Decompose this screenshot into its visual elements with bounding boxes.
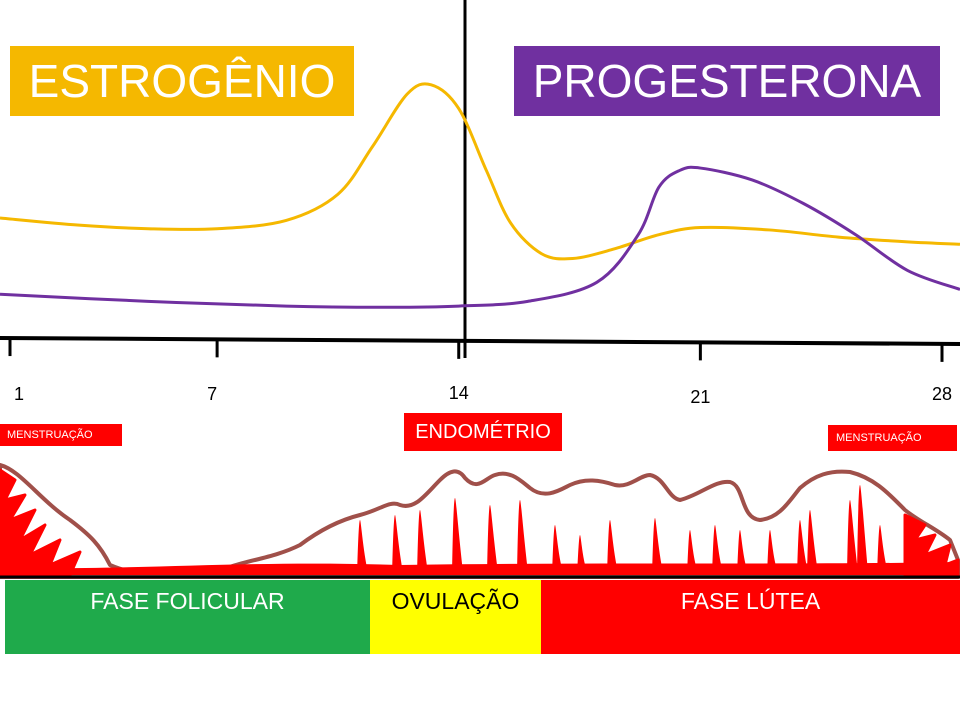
estrogen-curve [0,82,960,261]
endometrium-gland [797,520,808,575]
menstruation-label-right: MENSTRUAÇÃO [828,425,957,451]
x-tick-label: 21 [690,387,711,407]
phase-follicular: FASE FOLICULAR [5,580,370,654]
endometrium-gland [847,500,858,575]
endometrium-gland [357,520,368,575]
x-tick-label: 28 [932,384,953,404]
endometrium-base [0,562,958,575]
endometrium-gland [607,520,618,575]
endometrium-gland [877,525,888,575]
phase-ovulation: OVULAÇÃO [370,580,541,654]
progesterone-curve [0,165,960,309]
endometrium-label: ENDOMÉTRIO [404,413,562,451]
endometrium-gland [652,518,663,575]
endometrium-gland [487,505,498,575]
x-tick-label: 1 [14,384,25,404]
x-axis [0,336,960,346]
menstruation-shedding-left [0,468,82,577]
endometrium-gland [552,525,563,575]
progesterone-label: PROGESTERONA [514,46,940,116]
menstruation-label-left: MENSTRUAÇÃO [0,424,122,446]
endometrium-gland [807,510,818,575]
x-tick-label: 14 [448,383,469,403]
endometrium-gland [712,525,723,575]
endometrium-gland [452,498,463,575]
phase-luteal: FASE LÚTEA [541,580,960,654]
endometrium-gland [857,485,868,575]
hormone-lines [0,82,960,309]
endometrium-gland [417,510,428,575]
endometrium-gland [517,500,528,575]
endometrium-illustration [0,463,960,579]
estrogen-label: ESTROGÊNIO [10,46,354,116]
x-tick-label: 7 [207,384,218,404]
x-ticks [8,338,944,362]
endometrium-gland [392,515,403,575]
